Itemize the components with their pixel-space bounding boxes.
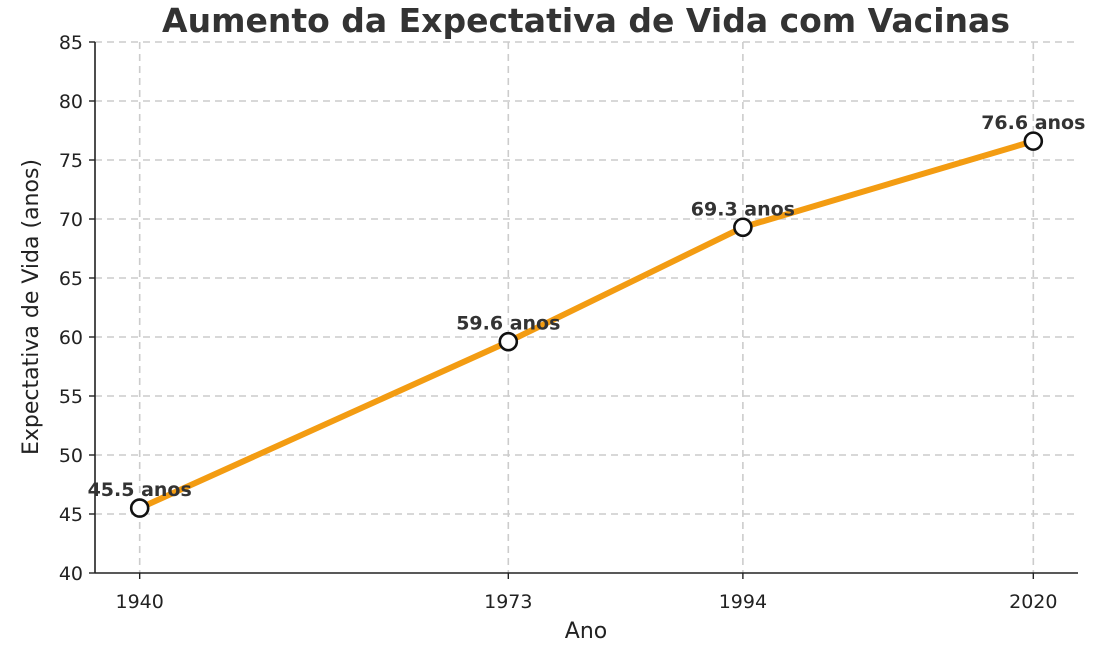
y-tick-label: 55	[59, 386, 83, 408]
data-label: 76.6 anos	[981, 112, 1085, 134]
y-axis-label: Expectativa de Vida (anos)	[19, 159, 44, 455]
x-ticks: 1940 1973 1994 2020	[116, 573, 1057, 613]
data-labels: 45.5 anos 59.6 anos 69.3 anos 76.6 anos	[88, 112, 1086, 501]
x-axis-label: Ano	[565, 619, 607, 644]
y-tick-label: 45	[59, 504, 83, 526]
data-point	[1023, 131, 1044, 151]
data-point	[498, 331, 519, 352]
y-ticks: 40 45 50 55 60 65 70 75 80 85	[59, 32, 95, 585]
x-tick-label: 1973	[484, 591, 532, 613]
chart-title: Aumento da Expectativa de Vida com Vacin…	[162, 1, 1010, 40]
grid	[95, 41, 1078, 573]
data-label: 69.3 anos	[691, 198, 795, 220]
y-tick-label: 75	[59, 150, 83, 172]
axes	[94, 42, 1078, 574]
data-point	[733, 217, 753, 238]
data-point	[129, 498, 150, 518]
data-label: 59.6 anos	[456, 313, 560, 335]
y-tick-label: 70	[59, 209, 83, 231]
x-tick-label: 1994	[719, 591, 767, 613]
y-tick-label: 85	[59, 32, 83, 54]
series	[129, 131, 1044, 518]
x-tick-label: 2020	[1009, 591, 1057, 613]
series-line	[136, 138, 1037, 512]
data-label: 45.5 anos	[88, 479, 192, 501]
x-tick-label: 1940	[116, 591, 164, 613]
y-tick-label: 40	[59, 563, 83, 585]
y-tick-label: 50	[59, 445, 83, 467]
y-tick-label: 60	[59, 327, 83, 349]
y-tick-label: 80	[59, 91, 83, 113]
y-tick-label: 65	[59, 268, 83, 290]
